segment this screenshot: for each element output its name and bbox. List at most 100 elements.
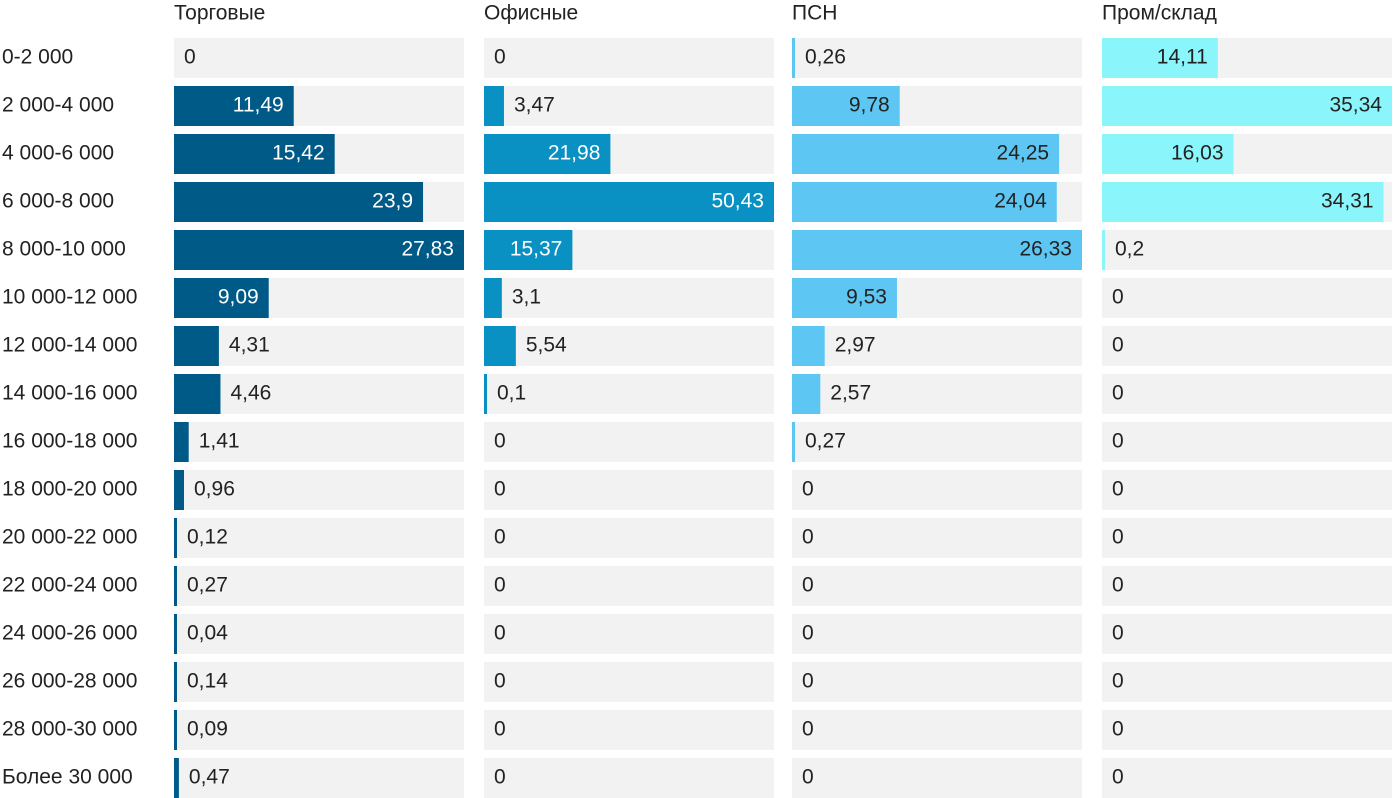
panel-title: Офисные xyxy=(484,2,578,25)
category-label: Более 30 000 xyxy=(2,766,133,789)
value-label: 0 xyxy=(802,526,814,549)
bar-track xyxy=(1102,422,1392,462)
category-label: 22 000-24 000 xyxy=(2,574,137,597)
value-label: 24,25 xyxy=(997,142,1050,165)
value-label: 2,57 xyxy=(830,382,871,405)
category-label: 26 000-28 000 xyxy=(2,670,137,693)
bar xyxy=(174,422,189,462)
value-label: 0 xyxy=(1112,526,1124,549)
bar-track xyxy=(174,422,464,462)
bar xyxy=(484,374,487,414)
value-label: 0 xyxy=(184,46,196,69)
bar xyxy=(1102,134,1234,174)
category-label: 4 000-6 000 xyxy=(2,142,114,165)
bar xyxy=(792,182,1057,222)
bar-track xyxy=(484,614,774,654)
value-label: 0 xyxy=(1112,286,1124,309)
value-label: 0 xyxy=(494,526,506,549)
value-label: 0 xyxy=(1112,574,1124,597)
category-label: 20 000-22 000 xyxy=(2,526,137,549)
category-label: 16 000-18 000 xyxy=(2,430,137,453)
value-label: 0 xyxy=(1112,766,1124,789)
bar xyxy=(484,86,504,126)
value-label: 23,9 xyxy=(372,190,413,213)
value-label: 11,49 xyxy=(233,94,284,117)
panel-title: ПСН xyxy=(792,2,837,25)
bar xyxy=(484,326,516,366)
bar xyxy=(174,518,177,558)
bar-track xyxy=(1102,278,1392,318)
bar-track xyxy=(174,614,464,654)
value-label: 0,47 xyxy=(189,766,230,789)
value-label: 4,46 xyxy=(230,382,271,405)
bar xyxy=(1102,38,1218,78)
bar-track xyxy=(484,326,774,366)
bar-track xyxy=(1102,662,1392,702)
bar-track xyxy=(484,662,774,702)
bar-track xyxy=(484,38,774,78)
bar-track xyxy=(1102,470,1392,510)
value-label: 0 xyxy=(1112,430,1124,453)
bar xyxy=(792,230,1082,270)
value-label: 0 xyxy=(494,430,506,453)
value-label: 21,98 xyxy=(548,142,601,165)
value-label: 9,78 xyxy=(849,94,890,117)
bar xyxy=(484,182,774,222)
value-label: 0 xyxy=(1112,718,1124,741)
value-label: 0 xyxy=(802,766,814,789)
bar-track xyxy=(1102,230,1392,270)
value-label: 15,37 xyxy=(510,238,563,261)
value-label: 14,11 xyxy=(1157,46,1208,69)
bar xyxy=(174,710,177,750)
bar-track xyxy=(1102,566,1392,606)
bar xyxy=(174,662,177,702)
bar-track xyxy=(174,710,464,750)
value-label: 0,26 xyxy=(805,46,846,69)
value-label: 9,09 xyxy=(218,286,259,309)
value-label: 9,53 xyxy=(846,286,887,309)
bar-track xyxy=(174,566,464,606)
category-label: 12 000-14 000 xyxy=(2,334,137,357)
category-label: 10 000-12 000 xyxy=(2,286,137,309)
bar xyxy=(174,86,294,126)
value-label: 0,09 xyxy=(187,718,228,741)
value-label: 0 xyxy=(1112,382,1124,405)
bar-track xyxy=(484,566,774,606)
value-label: 35,34 xyxy=(1329,94,1382,117)
value-label: 0,2 xyxy=(1115,238,1144,261)
bar-track xyxy=(1102,614,1392,654)
value-label: 0 xyxy=(802,622,814,645)
bar-track xyxy=(174,470,464,510)
value-label: 0 xyxy=(494,766,506,789)
category-label: 28 000-30 000 xyxy=(2,718,137,741)
bar xyxy=(174,278,269,318)
value-label: 34,31 xyxy=(1321,190,1374,213)
value-label: 3,1 xyxy=(512,286,541,309)
bar xyxy=(792,86,900,126)
category-label: 8 000-10 000 xyxy=(2,238,126,261)
value-label: 16,03 xyxy=(1171,142,1224,165)
bar xyxy=(792,422,795,462)
bar-track xyxy=(174,662,464,702)
bar xyxy=(174,470,185,510)
value-label: 1,41 xyxy=(199,430,240,453)
bar-track xyxy=(1102,374,1392,414)
bar-track xyxy=(484,374,774,414)
bar xyxy=(174,182,424,222)
value-label: 0 xyxy=(494,46,506,69)
value-label: 27,83 xyxy=(401,238,454,261)
category-label: 0-2 000 xyxy=(2,46,73,69)
value-label: 0 xyxy=(802,718,814,741)
value-label: 0,04 xyxy=(187,622,228,645)
bar xyxy=(484,278,502,318)
bar-track xyxy=(792,710,1082,750)
value-label: 0,1 xyxy=(497,382,526,405)
bar-track xyxy=(792,470,1082,510)
bar-track xyxy=(792,374,1082,414)
value-label: 0 xyxy=(1112,622,1124,645)
bar-track xyxy=(484,710,774,750)
bar xyxy=(792,134,1060,174)
value-label: 0 xyxy=(494,718,506,741)
bar xyxy=(174,326,219,366)
